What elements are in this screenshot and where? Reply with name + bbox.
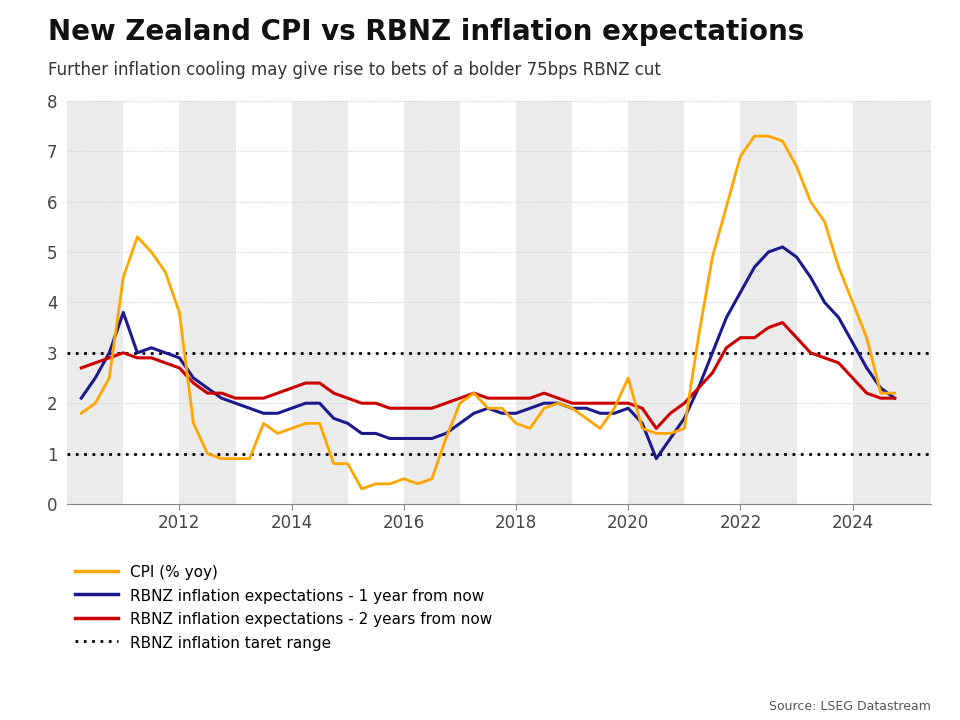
Bar: [852, 101, 937, 504]
Bar: [628, 101, 684, 504]
Bar: [516, 101, 572, 504]
Bar: [180, 101, 235, 504]
Text: Further inflation cooling may give rise to bets of a bolder 75bps RBNZ cut: Further inflation cooling may give rise …: [48, 61, 660, 79]
Legend: CPI (% yoy), RBNZ inflation expectations - 1 year from now, RBNZ inflation expec: CPI (% yoy), RBNZ inflation expectations…: [75, 564, 492, 651]
Text: Source: LSEG Datastream: Source: LSEG Datastream: [769, 700, 931, 713]
Bar: [67, 101, 123, 504]
Bar: [404, 101, 460, 504]
Bar: [292, 101, 348, 504]
Bar: [740, 101, 797, 504]
Text: New Zealand CPI vs RBNZ inflation expectations: New Zealand CPI vs RBNZ inflation expect…: [48, 18, 804, 46]
